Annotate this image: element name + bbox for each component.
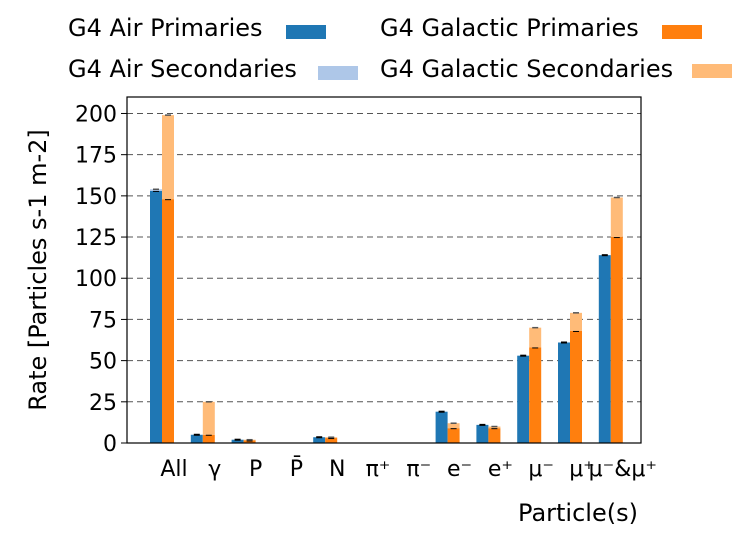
- legend-label: G4 Air Primaries: [68, 14, 263, 42]
- x-tick-label: μ⁻&μ⁺: [589, 457, 657, 482]
- legend-label: G4 Galactic Primaries: [380, 14, 639, 42]
- x-tick-label: N: [329, 457, 345, 482]
- y-tick-label: 200: [75, 102, 117, 127]
- x-tick-label: e⁻: [447, 457, 472, 482]
- bar-secondary: [610, 197, 623, 238]
- bars: [150, 114, 623, 443]
- x-tick-label: P: [249, 457, 262, 482]
- y-tick-label: 25: [89, 391, 117, 416]
- y-tick-labels: 0 25 50 75 100 125 150 175 200: [75, 102, 117, 457]
- y-tick-label: 75: [89, 308, 117, 333]
- x-tick-label: P̄: [290, 456, 303, 482]
- x-tick-label: All: [160, 457, 187, 482]
- bar-secondary: [488, 426, 501, 429]
- bar-primary: [162, 199, 174, 443]
- legend-swatch: [692, 64, 732, 78]
- bar-primary: [558, 342, 570, 443]
- bar-primary: [313, 437, 326, 443]
- bar-primary: [570, 330, 582, 443]
- y-tick-label: 175: [75, 144, 117, 169]
- bar-primary: [488, 428, 501, 443]
- plot-frame: [126, 96, 642, 444]
- legend-air-primaries: G4 Air Primaries: [68, 14, 326, 42]
- legend-swatch: [662, 25, 702, 39]
- x-tick-label: γ: [208, 457, 221, 482]
- bar-primary: [610, 237, 623, 443]
- bar-secondary: [162, 115, 174, 200]
- y-tick-label: 125: [75, 226, 117, 251]
- bar-primary: [231, 439, 244, 443]
- x-tick-label: e⁺: [488, 457, 513, 482]
- bar-primary: [202, 434, 215, 443]
- bar-secondary: [447, 423, 460, 429]
- legend-air-secondaries: G4 Air Secondaries: [68, 55, 358, 83]
- legend-label: G4 Galactic Secondaries: [380, 55, 674, 83]
- bar-primary: [476, 424, 489, 443]
- legend-galactic-secondaries: G4 Galactic Secondaries: [380, 55, 732, 83]
- legend-galactic-primaries: G4 Galactic Primaries: [380, 14, 702, 42]
- axes: [121, 96, 642, 444]
- legend-label: G4 Air Secondaries: [68, 55, 297, 83]
- bar-primary: [325, 438, 338, 443]
- legend-swatch: [318, 66, 358, 80]
- bar-primary: [435, 411, 448, 443]
- bar-primary: [243, 440, 256, 443]
- x-tick-label: μ⁻: [528, 457, 554, 482]
- x-tick-label: π⁺: [366, 457, 391, 482]
- bar-primary: [517, 355, 530, 443]
- y-tick-label: 150: [75, 185, 117, 210]
- x-axis-title: Particle(s): [518, 499, 638, 527]
- bar-primary: [598, 255, 611, 443]
- x-tick-label: μ⁺: [569, 457, 595, 482]
- y-tick-label: 0: [103, 432, 117, 457]
- bar-secondary: [529, 327, 542, 348]
- bar-secondary: [202, 401, 215, 435]
- bar-secondary: [150, 189, 162, 191]
- y-axis-title: Rate [Particles s-1 m-2]: [24, 129, 52, 411]
- y-tick-label: 100: [75, 267, 117, 292]
- bar-primary: [190, 434, 203, 443]
- bar-primary: [447, 428, 460, 443]
- y-tick-label: 50: [89, 350, 117, 375]
- legend-swatch: [286, 25, 326, 39]
- bar-secondary: [570, 312, 582, 331]
- x-tick-label: π⁻: [406, 457, 431, 482]
- bar-primary: [150, 190, 162, 443]
- bar-primary: [529, 347, 542, 443]
